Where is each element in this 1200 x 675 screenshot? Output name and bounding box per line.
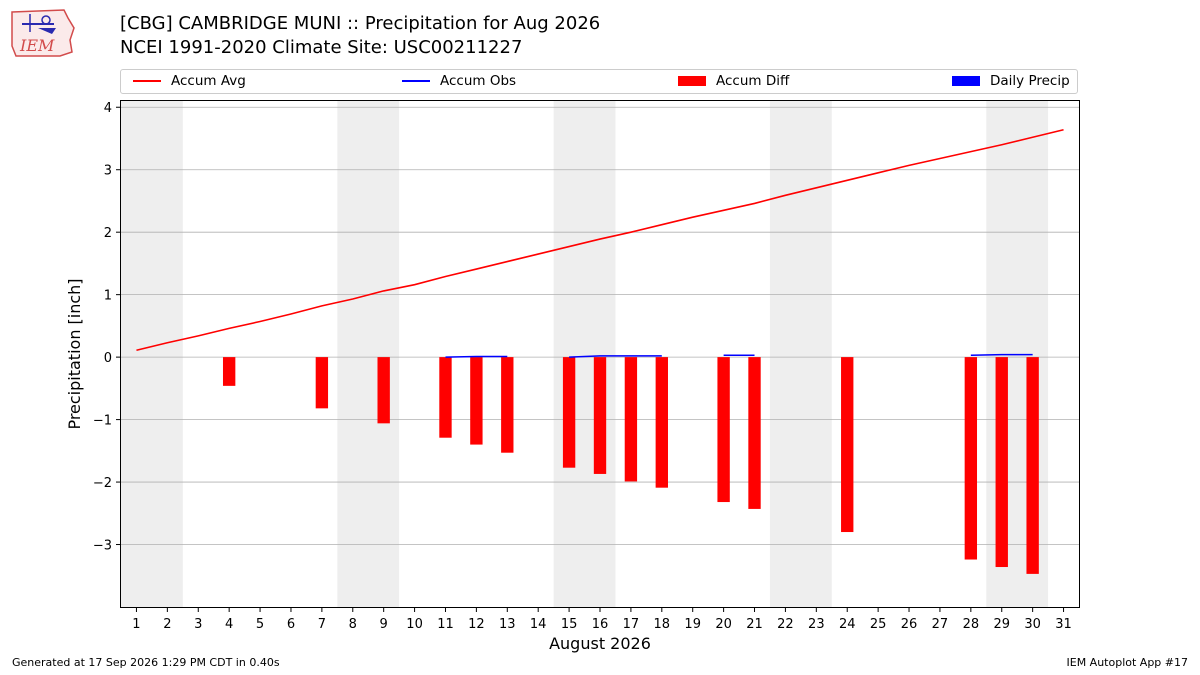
legend-label-accum-obs: Accum Obs (440, 73, 517, 89)
x-tick-label: 17 (623, 617, 640, 632)
x-tick-label: 15 (561, 617, 578, 632)
y-tick-label: 4 (104, 101, 112, 116)
x-tick-label: 28 (963, 617, 980, 632)
accum-diff-bar (717, 357, 730, 503)
y-axis-label: Precipitation [inch] (65, 278, 84, 429)
legend-item-accum-avg: Accum Avg (133, 73, 246, 89)
x-tick-label: 24 (839, 617, 856, 632)
x-tick-label: 2 (163, 617, 171, 632)
x-tick-label: 16 (592, 617, 609, 632)
accum-diff-bar (1026, 357, 1039, 574)
accum-diff-bar (593, 357, 607, 474)
y-tick-label: 1 (104, 289, 112, 304)
accum-diff-bar (377, 357, 390, 424)
accum-diff-bar (562, 357, 576, 468)
y-tick-label: −2 (93, 476, 112, 491)
x-tick-label: 8 (349, 617, 357, 632)
x-tick-label: 7 (318, 617, 326, 632)
chart-title: [CBG] CAMBRIDGE MUNI :: Precipitation fo… (120, 13, 601, 34)
logo-text: IEM (19, 36, 55, 55)
x-tick-label: 10 (406, 617, 423, 632)
x-tick-label: 30 (1024, 617, 1041, 632)
y-tick-label: −3 (93, 539, 112, 554)
x-tick-label: 3 (194, 617, 202, 632)
y-tick-label: 3 (104, 164, 112, 179)
x-tick-label: 14 (530, 617, 547, 632)
chart-subtitle: NCEI 1991-2020 Climate Site: USC00211227 (120, 37, 523, 58)
x-tick-label: 20 (715, 617, 732, 632)
x-tick-label: 29 (993, 617, 1010, 632)
x-axis-label: August 2026 (549, 634, 651, 653)
weekend-shade (121, 101, 183, 607)
legend-item-accum-diff: Accum Diff (678, 73, 789, 89)
x-tick-label: 19 (684, 617, 701, 632)
legend-item-daily-precip: Daily Precip (952, 73, 1070, 89)
accum-diff-bar (470, 357, 483, 445)
accum-diff-bar (439, 357, 452, 438)
y-tick-label: 2 (104, 226, 112, 241)
weekend-shade (769, 101, 832, 607)
accum-diff-bar (841, 357, 854, 533)
x-tick-label: 21 (746, 617, 763, 632)
accum-diff-bar (655, 357, 668, 488)
chart-legend: Accum Avg Accum Obs Accum Diff Daily Pre… (120, 69, 1078, 94)
x-tick-label: 31 (1055, 617, 1072, 632)
y-tick-label: −1 (93, 414, 112, 429)
footer-generated: Generated at 17 Sep 2026 1:29 PM CDT in … (12, 656, 280, 669)
x-tick-label: 27 (932, 617, 949, 632)
x-tick-label: 12 (468, 617, 485, 632)
legend-label-accum-diff: Accum Diff (716, 73, 790, 89)
legend-swatch-accum-avg (133, 80, 161, 82)
weekend-shade (337, 101, 400, 607)
legend-item-accum-obs: Accum Obs (402, 73, 516, 89)
accum-avg-line (136, 128, 1064, 352)
accum-diff-bar (222, 357, 236, 386)
x-tick-label: 26 (901, 617, 918, 632)
x-tick-label: 11 (437, 617, 454, 632)
x-tick-label: 22 (777, 617, 794, 632)
footer-app: IEM Autoplot App #17 (1066, 656, 1189, 669)
y-tick-label: 0 (104, 351, 112, 366)
accum-diff-bar (964, 357, 978, 560)
accum-obs-line (569, 355, 662, 358)
accum-obs-line (970, 353, 1033, 357)
legend-swatch-accum-obs (402, 80, 430, 82)
x-tick-label: 1 (132, 617, 140, 632)
accum-diff-bar (624, 357, 638, 482)
x-tick-label: 5 (256, 617, 264, 632)
x-tick-label: 25 (870, 617, 887, 632)
accum-diff-bar (748, 357, 761, 509)
accum-diff-bar (501, 357, 514, 453)
iem-logo-icon: IEM (8, 6, 80, 60)
x-tick-label: 6 (287, 617, 295, 632)
x-tick-label: 13 (499, 617, 516, 632)
legend-label-daily-precip: Daily Precip (990, 73, 1070, 89)
legend-label-accum-avg: Accum Avg (171, 73, 246, 89)
accum-obs-line (445, 355, 508, 358)
x-tick-label: 18 (654, 617, 671, 632)
accum-diff-bar (995, 357, 1008, 568)
x-tick-label: 23 (808, 617, 825, 632)
legend-swatch-daily-precip (952, 76, 980, 86)
x-tick-label: 4 (225, 617, 233, 632)
legend-swatch-accum-diff (678, 76, 706, 86)
accum-diff-bar (315, 357, 329, 409)
weekend-shade (553, 101, 616, 607)
x-tick-label: 9 (380, 617, 388, 632)
